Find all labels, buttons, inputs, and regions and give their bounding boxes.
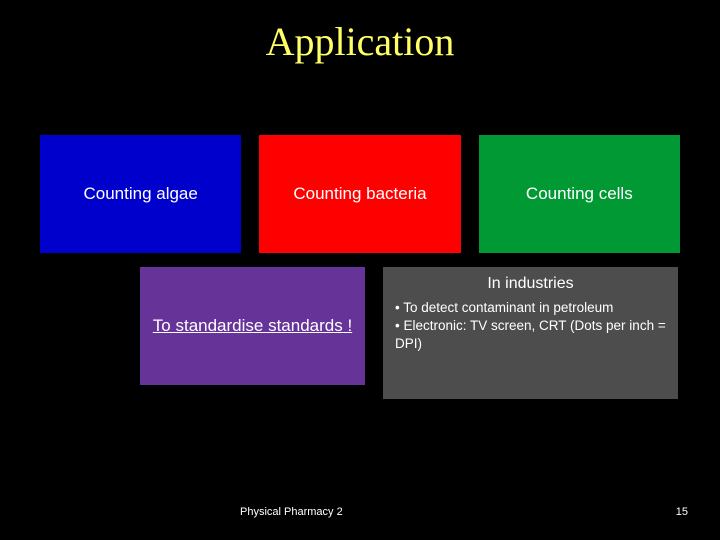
industries-bullet-1: • To detect contaminant in petroleum	[395, 299, 666, 317]
box-industries: In industries • To detect contaminant in…	[383, 267, 678, 399]
industries-title: In industries	[395, 275, 666, 293]
box-bacteria: Counting bacteria	[259, 135, 460, 253]
box-cells: Counting cells	[479, 135, 680, 253]
bottom-row: To standardise standards ! In industries…	[0, 253, 720, 399]
industries-bullet-2: • Electronic: TV screen, CRT (Dots per i…	[395, 317, 666, 353]
box-algae: Counting algae	[40, 135, 241, 253]
top-row: Counting algae Counting bacteria Countin…	[0, 75, 720, 253]
standardise-label: To standardise standards !	[153, 316, 352, 336]
industries-list: • To detect contaminant in petroleum • E…	[395, 299, 666, 354]
footer-page: 15	[676, 506, 688, 518]
footer-course: Physical Pharmacy 2	[240, 506, 343, 518]
slide-title: Application	[0, 0, 720, 75]
box-standardise: To standardise standards !	[140, 267, 365, 385]
